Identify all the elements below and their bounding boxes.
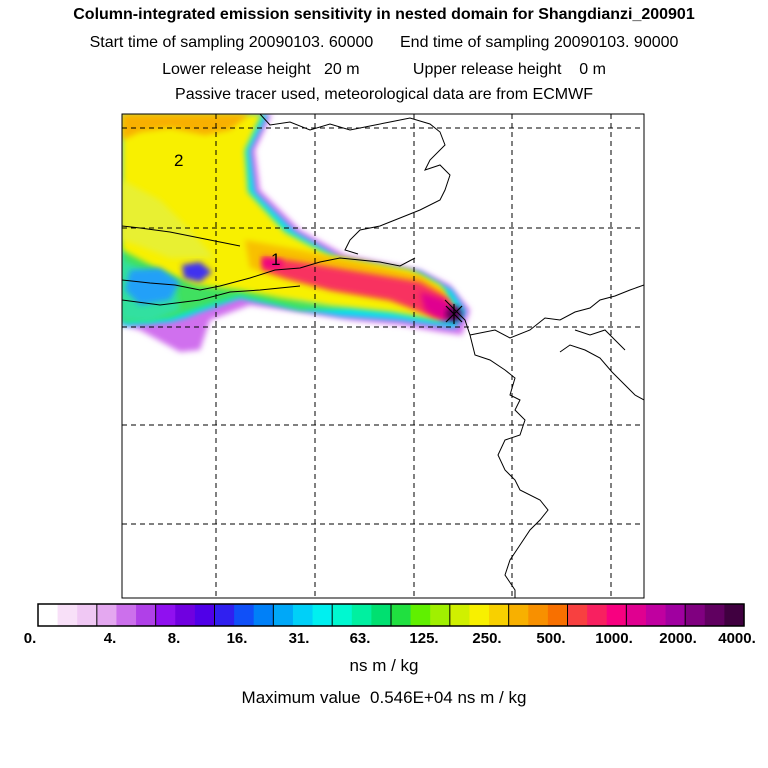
colorbar-swatch [136,604,157,626]
colorbar-swatch [685,604,706,626]
colorbar-tick: 500. [536,630,566,647]
colorbar-tick: 8. [167,630,181,647]
maximum-value-text: Maximum value 0.546E+04 ns m / kg [241,688,527,707]
colorbar-swatch [547,604,569,626]
sensitivity-field [122,114,470,352]
colorbar-swatch [292,604,314,626]
map-frame [121,113,645,599]
colorbar-swatch [371,604,392,626]
colorbar-swatch [312,604,333,626]
tracer-info-line: Passive tracer used, meteorological data… [175,86,593,103]
colorbar-tick: 16. [226,630,248,647]
colorbar-swatch [391,604,412,626]
colorbar-swatch [332,604,353,626]
colorbar-tick: 125. [409,630,439,647]
lat-lon-grid [122,114,644,598]
colorbar-swatch [489,604,510,626]
colorbar-swatch [57,604,78,626]
colorbar-unit: ns m / kg [349,656,419,675]
colorbar-swatch [430,604,451,626]
coastline-borders [122,114,644,598]
colorbar-swatch [38,604,59,626]
colorbar-swatch [567,604,588,626]
colorbar-tick-labels: 0. 4. 8. 16. 31. 63. 125. 250. 500. 1000… [0,630,768,650]
colorbar-tick: 2000. [659,630,697,647]
plot-title: Column-integrated emission sensitivity i… [73,6,695,23]
release-site-marker [445,304,463,324]
colorbar-swatch [175,604,196,626]
colorbar-tick: 4000. [718,630,756,647]
colorbar-tick: 31. [288,630,310,647]
cluster-label-2: 2 [174,151,183,170]
colorbar-swatch [469,604,490,626]
colorbar [37,603,745,627]
cluster-label-1: 1 [271,250,280,269]
colorbar-tick: 4. [103,630,117,647]
colorbar-swatch [273,604,294,626]
release-height-line: Lower release height 20 m Upper release … [162,61,606,78]
colorbar-swatch [194,604,216,626]
colorbar-swatch [724,604,745,626]
colorbar-swatch [116,604,137,626]
colorbar-tick: 250. [472,630,502,647]
colorbar-swatch [704,604,725,626]
colorbar-swatch [449,604,471,626]
colorbar-swatch [214,604,235,626]
colorbar-swatch [155,604,176,626]
colorbar-tick: 1000. [595,630,633,647]
colorbar-swatch [626,604,647,626]
colorbar-swatch [508,604,529,626]
colorbar-swatch [77,604,98,626]
colorbar-swatch [665,604,686,626]
colorbar-swatch [410,604,431,626]
colorbar-swatch [234,604,255,626]
sampling-time-line: Start time of sampling 20090103. 60000 E… [89,34,679,51]
colorbar-swatch [606,604,627,626]
colorbar-swatch [351,604,372,626]
colorbar-tick: 0. [23,630,37,647]
colorbar-swatch [96,604,118,626]
colorbar-swatch [587,604,608,626]
colorbar-tick: 63. [349,630,371,647]
colorbar-swatch [528,604,549,626]
colorbar-swatch [645,604,667,626]
colorbar-frame [37,603,745,627]
colorbar-swatch [253,604,274,626]
